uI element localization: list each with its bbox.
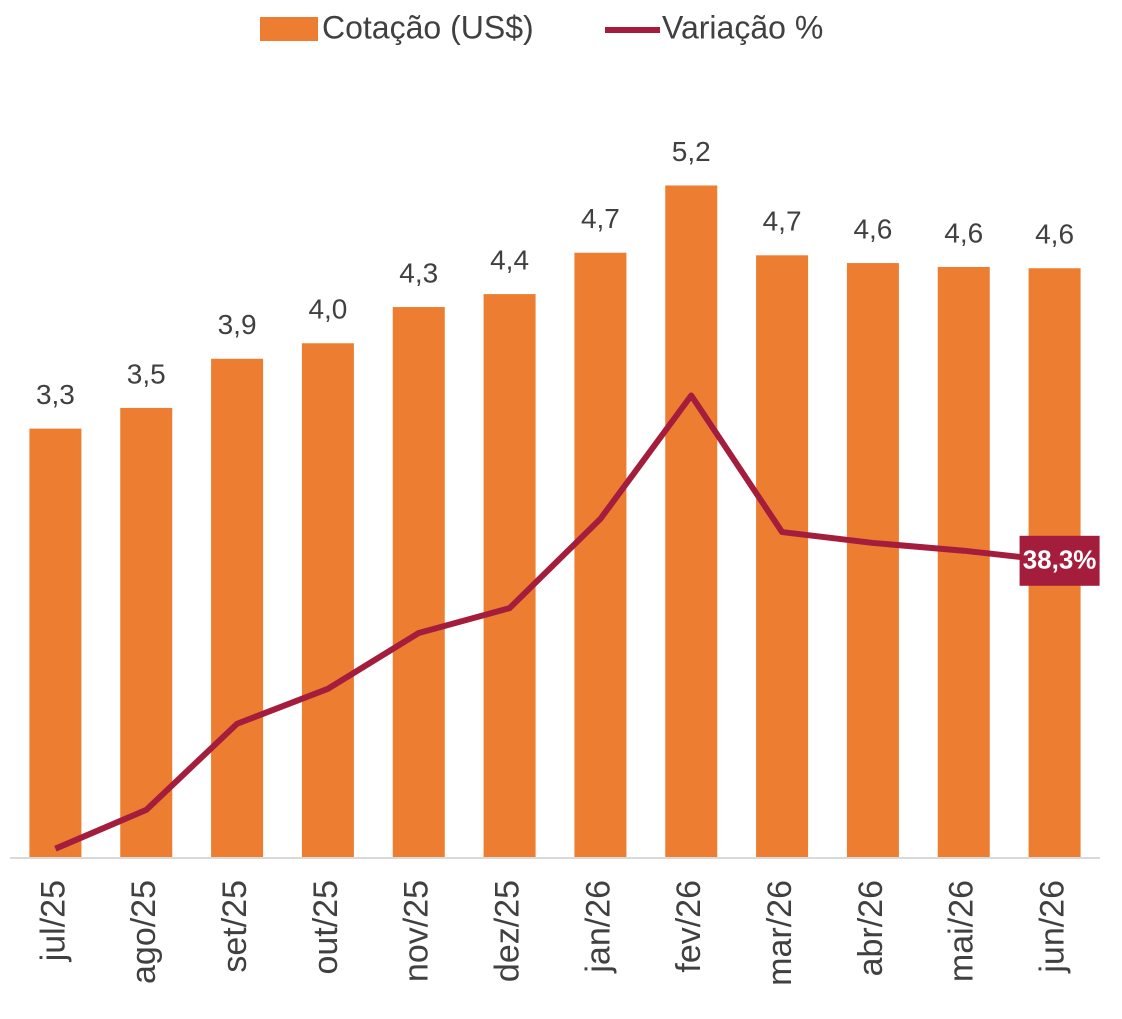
x-tick-label: ago/25 — [125, 880, 163, 984]
data-label-box — [1019, 535, 1100, 586]
x-tick-label: jun/26 — [1034, 880, 1072, 974]
data-label: 3,9 — [218, 309, 257, 340]
x-tick-label: mar/26 — [761, 880, 799, 986]
data-label: 4,7 — [763, 206, 802, 237]
data-label: 4,0 — [308, 294, 347, 325]
data-label: 5,2 — [672, 136, 711, 167]
x-tick-label: abr/26 — [852, 880, 890, 976]
bar — [574, 252, 627, 859]
bar — [937, 266, 990, 858]
data-label: 4,7 — [581, 203, 620, 234]
data-label: 4,6 — [1035, 219, 1074, 250]
data-label: 4,6 — [944, 217, 983, 248]
legend-label: Variação % — [662, 9, 823, 45]
x-tick-label: out/25 — [307, 880, 345, 975]
bar — [301, 343, 354, 859]
legend-swatch — [260, 17, 318, 41]
data-label: 4,4 — [490, 244, 529, 275]
line — [54, 392, 1055, 852]
legend-label: Cotação (US$) — [322, 9, 534, 45]
bar — [211, 358, 264, 858]
x-tick-label: nov/25 — [398, 880, 436, 982]
bar — [29, 428, 82, 858]
bar — [665, 185, 718, 858]
x-tick-label: mai/26 — [943, 880, 981, 982]
data-label: 4,3 — [399, 257, 438, 288]
data-label: 4,6 — [853, 213, 892, 244]
x-tick-label: fev/26 — [670, 880, 708, 973]
bar — [846, 263, 899, 859]
bar — [120, 407, 173, 858]
x-tick-label: jan/26 — [579, 880, 617, 974]
x-tick-label: set/25 — [216, 880, 254, 973]
bar — [392, 307, 445, 858]
data-label: 3,5 — [127, 358, 166, 389]
data-label: 3,3 — [36, 379, 75, 410]
bar — [483, 294, 536, 858]
x-tick-label: jul/25 — [34, 880, 72, 962]
data-label: 38,3% — [1023, 545, 1097, 575]
bar — [756, 255, 809, 859]
x-tick-label: dez/25 — [489, 880, 527, 982]
